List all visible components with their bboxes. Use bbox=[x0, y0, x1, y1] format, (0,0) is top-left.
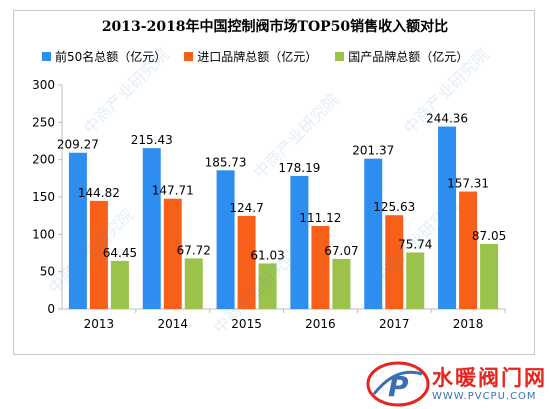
logo-site-name: 水暖阀门网 bbox=[432, 366, 547, 390]
legend-label-top50: 前50名总额（亿元） bbox=[55, 50, 167, 64]
legend-item-domestic: 国产品牌总额（亿元） bbox=[335, 48, 468, 65]
bar-import-2013 bbox=[89, 200, 108, 309]
legend-swatch-top50 bbox=[42, 52, 51, 61]
data-label: 147.71 bbox=[152, 184, 194, 198]
bar-import-2016 bbox=[311, 226, 330, 309]
y-tick-label: 200 bbox=[32, 153, 55, 167]
bar-domestic-2014 bbox=[184, 258, 203, 309]
x-tick-label: 2018 bbox=[453, 317, 484, 331]
y-tick-label: 0 bbox=[47, 302, 55, 316]
x-tick-label: 2015 bbox=[231, 317, 262, 331]
data-label: 75.74 bbox=[398, 237, 432, 251]
x-tick-label: 2017 bbox=[379, 317, 410, 331]
data-label: 201.37 bbox=[352, 144, 394, 158]
bar-top50-2017 bbox=[364, 158, 383, 309]
bar-top50-2015 bbox=[216, 170, 235, 309]
data-label: 64.45 bbox=[103, 246, 137, 260]
bar-import-2018 bbox=[459, 191, 478, 309]
data-label: 185.73 bbox=[205, 155, 247, 169]
legend-label-import: 进口品牌总额（亿元） bbox=[197, 50, 318, 64]
data-label: 111.12 bbox=[299, 211, 341, 225]
logo-arc-icon bbox=[372, 370, 423, 395]
bar-domestic-2013 bbox=[110, 260, 129, 309]
bar-import-2015 bbox=[237, 215, 256, 309]
logo-mark: P bbox=[388, 370, 409, 403]
y-tick-label: 250 bbox=[32, 115, 55, 129]
legend-swatch-import bbox=[184, 52, 194, 61]
data-label: 178.19 bbox=[278, 161, 320, 175]
y-tick-label: 50 bbox=[40, 265, 55, 279]
x-tick-label: 2014 bbox=[157, 317, 188, 331]
data-label: 87.05 bbox=[472, 229, 506, 243]
data-label: 125.63 bbox=[373, 200, 415, 214]
bar-domestic-2016 bbox=[332, 258, 351, 309]
legend-swatch-domestic bbox=[335, 52, 345, 61]
data-label: 67.72 bbox=[177, 243, 211, 257]
y-tick-label: 100 bbox=[32, 227, 55, 241]
data-label: 157.31 bbox=[447, 177, 489, 191]
y-tick-label: 300 bbox=[32, 78, 55, 92]
legend-item-top50: 前50名总额（亿元） bbox=[42, 48, 166, 65]
data-label: 124.7 bbox=[229, 201, 263, 215]
logo-swoosh-icon bbox=[366, 361, 430, 407]
logo-site-url: WWW.PVCPU.COM bbox=[432, 391, 537, 402]
bar-top50-2016 bbox=[290, 175, 309, 309]
bar-top50-2014 bbox=[142, 148, 161, 309]
bar-import-2014 bbox=[163, 198, 182, 309]
bar-domestic-2017 bbox=[406, 252, 425, 309]
data-label: 209.27 bbox=[57, 138, 99, 152]
bar-domestic-2018 bbox=[480, 244, 499, 309]
bar-top50-2013 bbox=[68, 152, 87, 309]
bar-import-2017 bbox=[385, 215, 404, 309]
data-label: 67.07 bbox=[324, 244, 358, 258]
data-label: 215.43 bbox=[131, 133, 173, 147]
data-label: 144.82 bbox=[78, 186, 120, 200]
bar-top50-2018 bbox=[438, 126, 457, 310]
x-tick-label: 2013 bbox=[84, 317, 115, 331]
site-logo: P bbox=[366, 361, 430, 407]
data-label: 61.03 bbox=[250, 248, 284, 262]
data-label: 244.36 bbox=[426, 112, 468, 126]
x-tick-label: 2016 bbox=[305, 317, 336, 331]
bar-domestic-2015 bbox=[258, 263, 277, 309]
legend-label-domestic: 国产品牌总额（亿元） bbox=[348, 50, 469, 64]
chart-legend: 前50名总额（亿元） 进口品牌总额（亿元） 国产品牌总额（亿元） bbox=[42, 48, 530, 65]
legend-item-import: 进口品牌总额（亿元） bbox=[184, 48, 317, 65]
chart-title: 2013-2018年中国控制阀市场TOP50销售收入额对比 bbox=[101, 19, 449, 35]
y-tick-label: 150 bbox=[32, 190, 55, 204]
